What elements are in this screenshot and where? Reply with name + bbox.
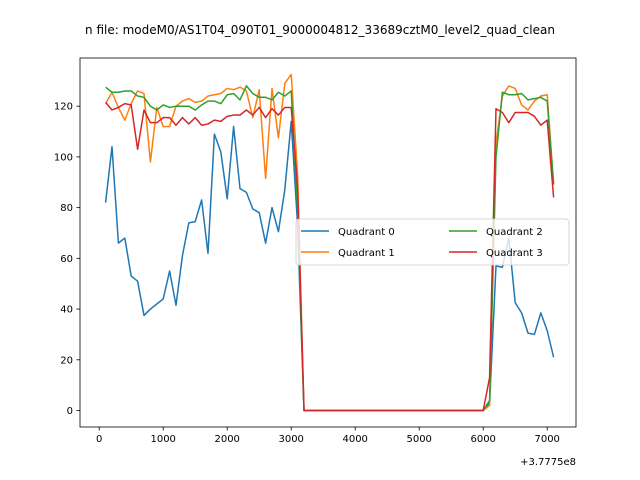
x-tick-label: 4000: [342, 434, 367, 445]
y-tick-label: 100: [54, 152, 73, 163]
y-tick-label: 0: [67, 406, 73, 417]
legend-box: [295, 218, 570, 266]
series-line-quadrant-2: [105, 85, 555, 412]
x-tick-label: 1000: [150, 434, 175, 445]
series-line-quadrant-1: [104, 73, 555, 412]
x-tick-label: 7000: [534, 434, 559, 445]
legend: Quadrant 0 Quadrant 1 Quadrant 2 Quadrant 3: [295, 218, 570, 266]
x-tick-label: 5000: [406, 434, 431, 445]
axes-frame: [79, 57, 577, 428]
x-tick-label: 3000: [278, 434, 303, 445]
legend-label-quadrant-0: Quadrant 0: [338, 227, 395, 238]
x-tick-label: 2000: [214, 434, 239, 445]
x-tick-label: 0: [96, 434, 102, 445]
y-tick-label: 60: [60, 254, 73, 265]
y-tick-label: 120: [54, 102, 73, 113]
x-offset-label: +3.7775e8: [520, 457, 576, 468]
y-tick-label: 20: [60, 355, 73, 366]
ticks-layer: 0 1000 2000 3000 4000 5000 6000 7000 0 20 40 60 80 10…: [54, 102, 560, 445]
y-tick-label: 80: [60, 203, 73, 214]
chart-title: n file: modeM0/AS1T04_090T01_9000004812_…: [85, 23, 555, 37]
series-line-quadrant-3: [105, 101, 555, 412]
legend-label-quadrant-3: Quadrant 3: [486, 248, 543, 259]
plot-area: [79, 57, 577, 428]
legend-label-quadrant-1: Quadrant 1: [338, 248, 395, 259]
y-tick-label: 40: [60, 305, 73, 316]
x-tick-label: 6000: [470, 434, 495, 445]
legend-label-quadrant-2: Quadrant 2: [486, 227, 543, 238]
